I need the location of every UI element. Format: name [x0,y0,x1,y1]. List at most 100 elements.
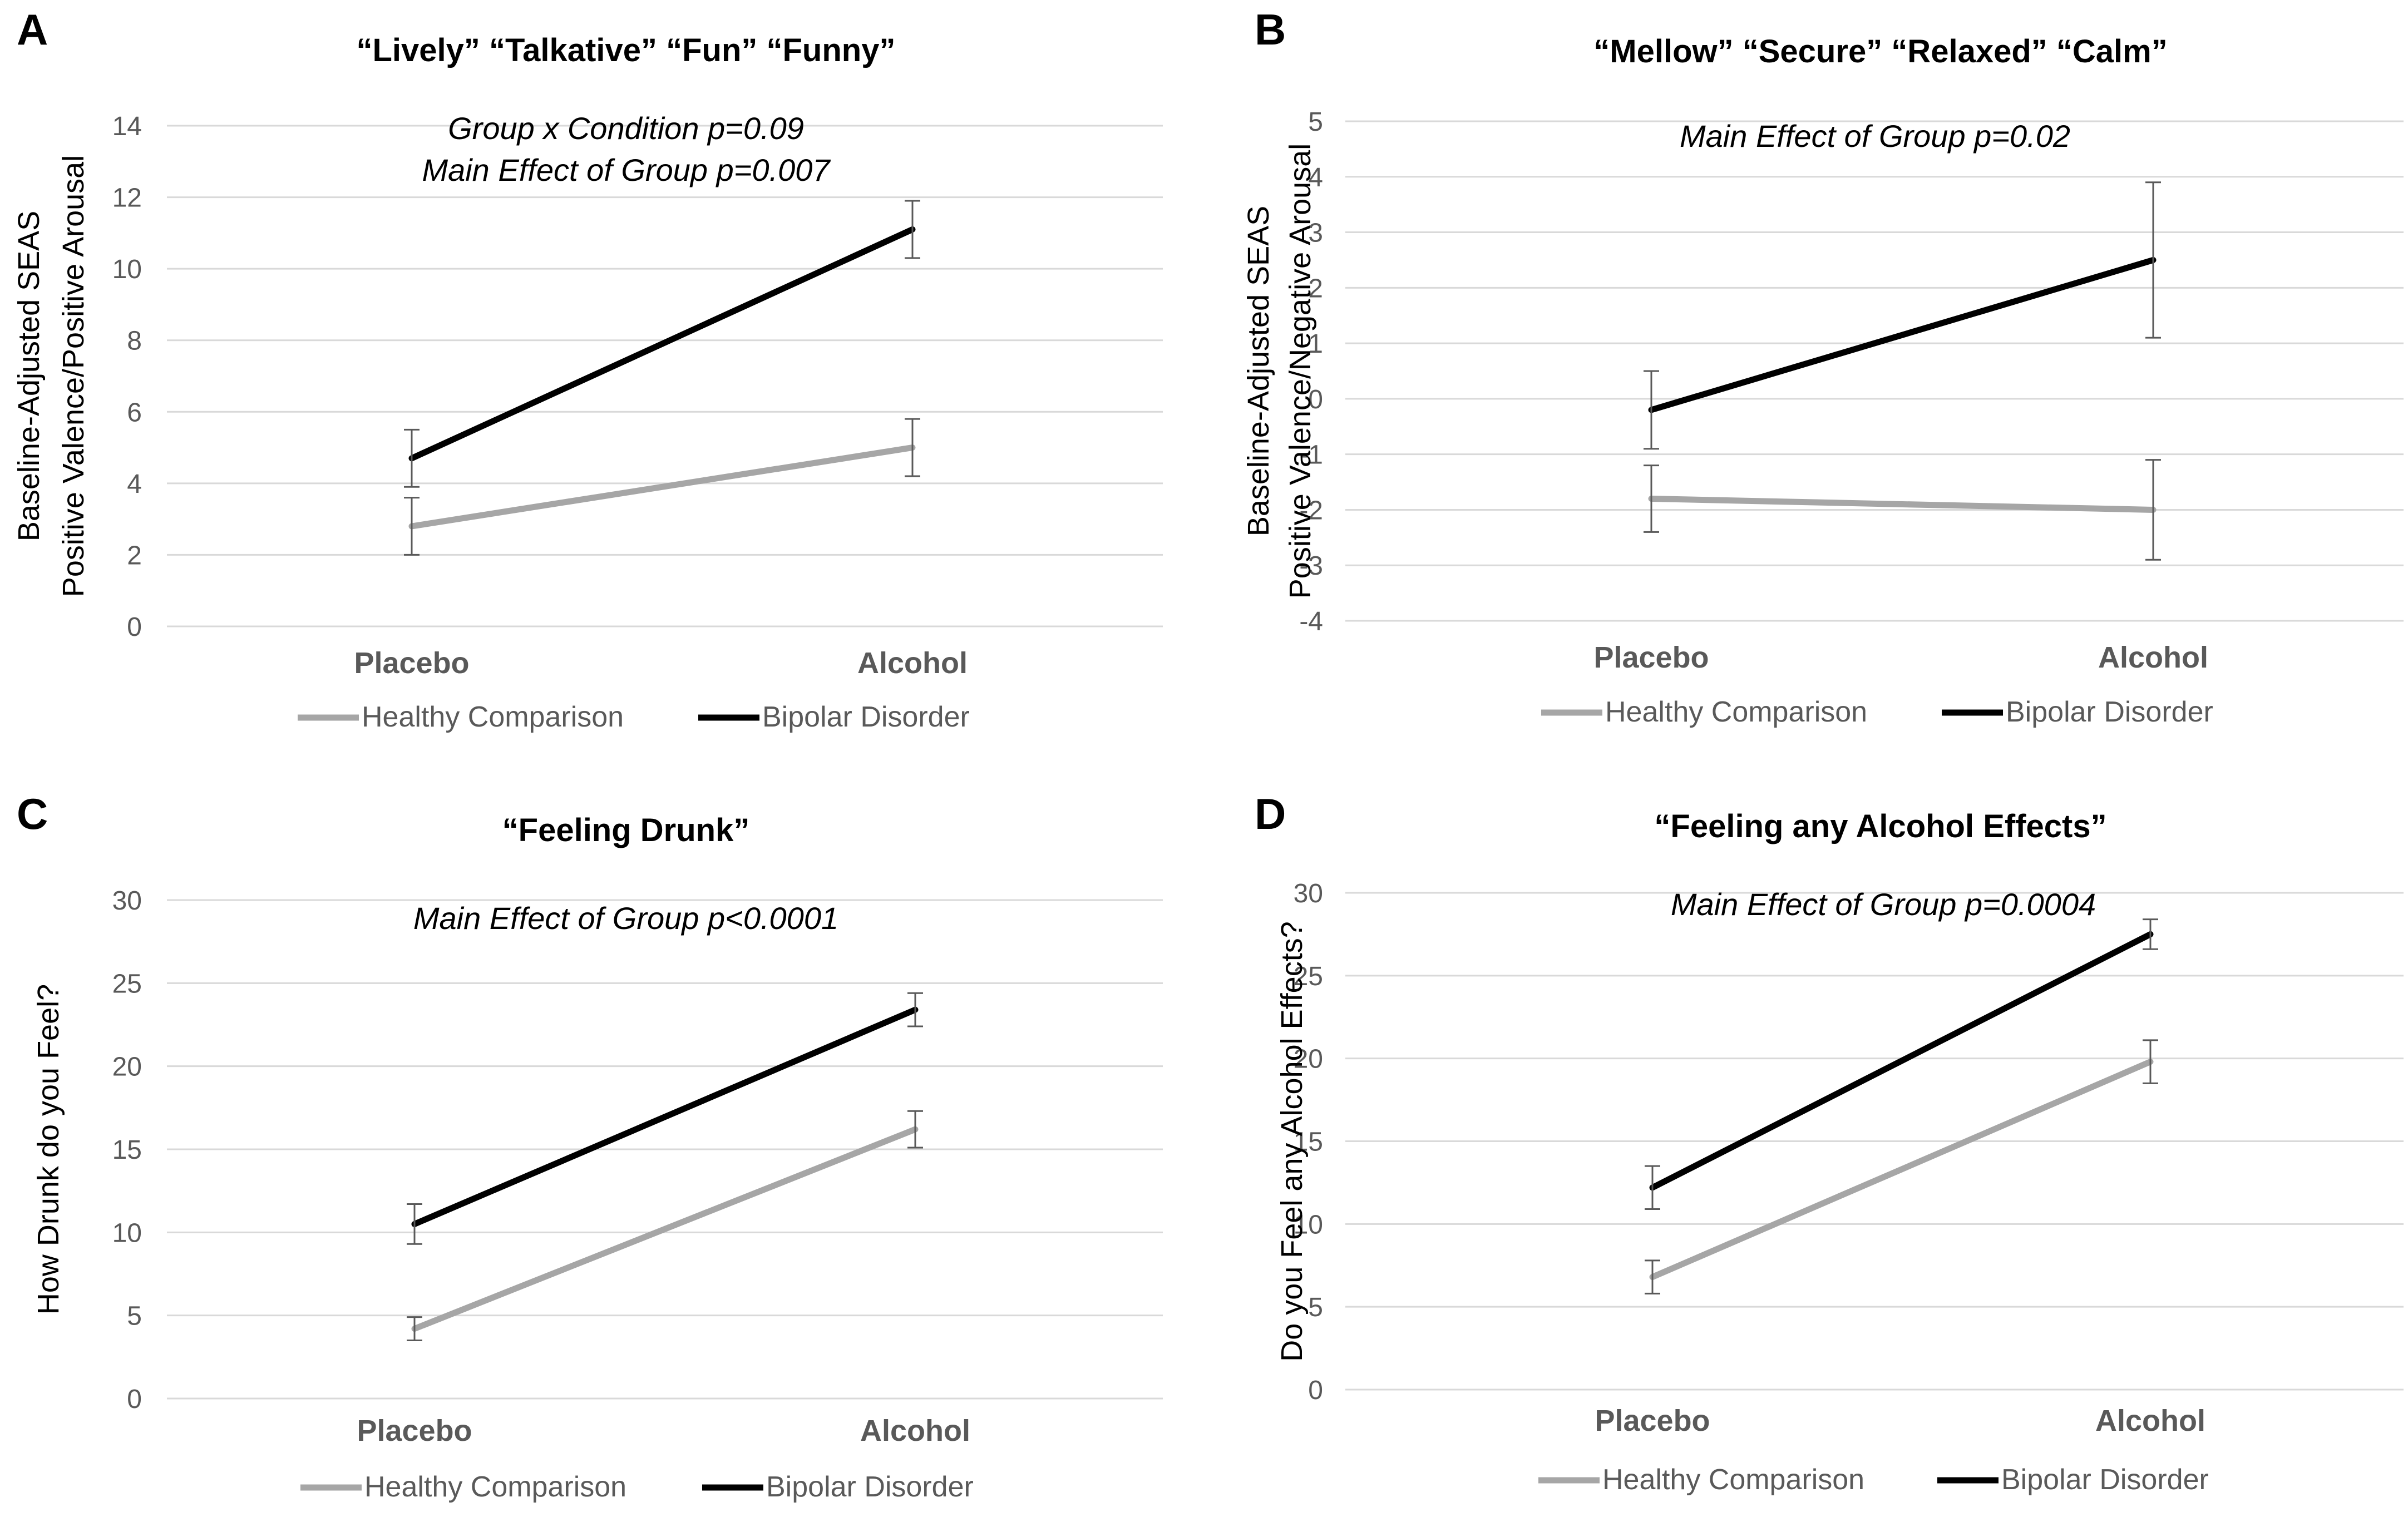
y-axis-label: Positive Valence/Negative Arousal [1284,144,1317,599]
panel-letter: B [1255,5,1286,54]
series-line-healthy-comparison [408,444,916,530]
x-category-label: Alcohol [2095,1404,2205,1437]
panel-letter: C [17,789,48,838]
stat-annotation: Main Effect of Group p<0.0001 [413,901,838,936]
y-tick-label: 15 [1294,1128,1323,1157]
y-tick-label: 25 [1294,962,1323,991]
y-tick-label: 25 [112,969,142,999]
y-tick-label: 4 [127,470,142,499]
error-bar-healthy-comparison [404,497,420,556]
series-line-healthy-comparison [1648,495,2157,513]
y-axis-label: Baseline-Adjusted SEAS [1242,206,1275,536]
chart-title: “Feeling any Alcohol Effects” [1654,808,2106,844]
series-line-bipolar-disorder [408,226,916,462]
y-tick-label: 10 [1294,1210,1323,1239]
panel-d: D “Feeling any Alcohol Effects” 0 5 10 15 20 25… [1255,789,2404,1496]
series-line-bipolar-disorder [411,1006,919,1227]
error-bar-bipolar-disorder [2145,181,2161,339]
error-bar-healthy-comparison [1644,465,1659,533]
y-tick-label: 15 [112,1135,142,1165]
y-tick-label: 20 [1294,1045,1323,1074]
error-bar-bipolar-disorder [905,200,920,259]
panel-letter: A [17,5,48,54]
error-bar-healthy-comparison [2145,459,2161,561]
y-tick-label: -2 [1299,496,1323,525]
y-tick-label: 10 [112,255,142,284]
chart-title: “Lively” “Talkative” “Fun” “Funny” [357,32,896,68]
panel-letter: D [1255,789,1286,838]
y-axis-label: Baseline-Adjusted SEAS [12,211,46,541]
x-category-label: Placebo [357,1414,472,1447]
legend: Healthy Comparison Bipolar Disorder [1541,696,2213,728]
error-bar-healthy-comparison [407,1316,422,1341]
y-tick-label: 3 [1308,219,1323,248]
legend-label: Healthy Comparison [364,1471,626,1503]
y-tick-label: 2 [1308,274,1323,303]
error-bar-bipolar-disorder [407,1203,422,1245]
y-tick-label: 0 [1308,1376,1323,1405]
y-tick-label: 5 [1308,107,1323,137]
error-bar-bipolar-disorder [2143,918,2158,950]
x-category-label: Alcohol [857,646,968,680]
y-tick-label: 1 [1308,329,1323,359]
error-bar-bipolar-disorder [1645,1165,1660,1210]
y-tick-label: 6 [127,398,142,427]
series-line-healthy-comparison [1649,1059,2154,1281]
legend: Healthy Comparison Bipolar Disorder [298,701,970,733]
error-bar-healthy-comparison [2143,1039,2158,1084]
legend-label: Bipolar Disorder [762,701,970,733]
stat-annotation: Group x Condition p=0.09 [448,111,804,146]
legend-label: Healthy Comparison [1605,696,1867,728]
y-tick-label: 0 [127,612,142,642]
y-tick-label: 12 [112,184,142,213]
panel-c: C “Feeling Drunk” 0 5 10 15 20 25 30 How Drunk do… [17,789,1163,1503]
legend-label: Bipolar Disorder [2001,1464,2209,1496]
y-tick-label: 8 [127,327,142,356]
stat-annotation: Main Effect of Group p=0.02 [1680,118,2070,154]
x-category-label: Alcohol [2098,641,2208,674]
y-tick-label: 2 [127,541,142,570]
legend-label: Bipolar Disorder [2006,696,2213,728]
x-category-label: Alcohol [860,1414,970,1447]
legend: Healthy Comparison Bipolar Disorder [1538,1464,2209,1496]
error-bar-bipolar-disorder [907,992,923,1027]
y-tick-label: 5 [1308,1293,1323,1322]
y-tick-label: 20 [112,1052,142,1082]
stat-annotation: Main Effect of Group p=0.0004 [1671,887,2096,922]
panel-b: B “Mellow” “Secure” “Relaxed” “Calm” -4 -3 -… [1242,5,2404,728]
y-axis-label: Do you Feel any Alcohol Effects? [1275,921,1309,1361]
error-bar-healthy-comparison [1645,1259,1660,1294]
y-tick-label: -4 [1299,607,1323,636]
y-tick-label: -1 [1299,441,1323,470]
chart-title: “Mellow” “Secure” “Relaxed” “Calm” [1593,33,2167,70]
legend-label: Healthy Comparison [1602,1464,1864,1496]
error-bar-bipolar-disorder [404,428,420,488]
y-tick-label: 4 [1308,163,1323,192]
error-bar-healthy-comparison [907,1110,923,1149]
legend-label: Bipolar Disorder [766,1471,974,1503]
y-tick-label: 0 [1308,385,1323,414]
legend-label: Healthy Comparison [362,701,624,733]
series-line-bipolar-disorder [1649,931,2154,1191]
series-line-healthy-comparison [411,1126,919,1332]
stat-annotation: Main Effect of Group p=0.007 [422,152,831,187]
x-category-label: Placebo [1595,1404,1710,1437]
chart-title: “Feeling Drunk” [502,812,750,848]
y-tick-label: 10 [112,1218,142,1248]
y-axis-label: How Drunk do you Feel? [32,984,65,1315]
x-category-label: Placebo [1593,641,1709,674]
x-category-label: Placebo [354,646,469,680]
panel-a: A “Lively” “Talkative” “Fun” “Funny” 0 2 4 6 8… [12,5,1163,733]
y-tick-label: 5 [127,1302,142,1331]
y-tick-label: 30 [1294,879,1323,908]
error-bar-bipolar-disorder [1644,370,1659,450]
y-tick-label: 14 [112,112,142,141]
series-line-bipolar-disorder [1648,256,2157,413]
y-tick-label: 30 [112,886,142,916]
y-axis-label: Positive Valence/Positive Arousal [57,155,90,597]
y-tick-label: -3 [1299,551,1323,581]
y-tick-label: 0 [127,1385,142,1414]
legend: Healthy Comparison Bipolar Disorder [300,1471,974,1503]
error-bar-healthy-comparison [905,418,920,477]
